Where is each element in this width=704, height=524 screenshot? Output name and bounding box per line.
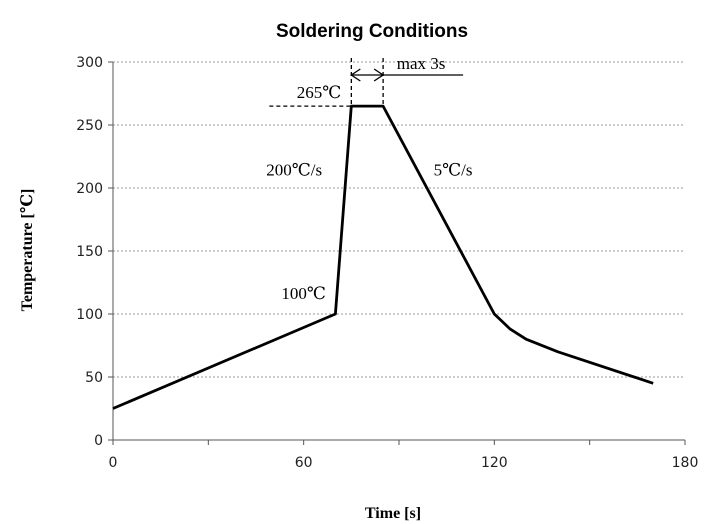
- annotation-preheat-temp: 100℃: [281, 284, 326, 303]
- annotations: 265℃ max 3s 200℃/s 5℃/s 100℃: [266, 54, 472, 303]
- series-line-0: [112, 104, 654, 410]
- series: [112, 104, 654, 410]
- tick-labels: 0 50 100 150 200 250 300 0 60 120 180: [76, 55, 698, 471]
- y-tick-label-250: 250: [76, 118, 103, 134]
- y-tick-label-50: 50: [85, 370, 103, 386]
- y-tick-label-300: 300: [76, 55, 103, 71]
- annotation-cool-down-rate: 5℃/s: [434, 160, 473, 179]
- annotation-max-time: max 3s: [397, 54, 446, 73]
- y-axis-label: Temperature [℃]: [19, 189, 36, 312]
- x-tick-label-180: 180: [672, 455, 699, 471]
- y-tick-label-200: 200: [76, 181, 103, 197]
- x-tick-label-60: 60: [295, 455, 313, 471]
- grid-lines: [113, 61, 685, 378]
- x-tick-label-120: 120: [481, 455, 508, 471]
- y-tick-label-0: 0: [94, 433, 103, 449]
- annotation-ramp-up-rate: 200℃/s: [266, 160, 322, 179]
- annotation-peak-temp: 265℃: [297, 83, 342, 102]
- x-axis-label: Time [s]: [365, 505, 421, 522]
- y-tick-label-100: 100: [76, 307, 103, 323]
- y-tick-label-150: 150: [76, 244, 103, 260]
- window-arrow-head-left: [350, 68, 361, 82]
- x-tick-label-0: 0: [109, 455, 118, 471]
- chart-title: Soldering Conditions: [276, 21, 468, 42]
- axes: [108, 61, 686, 445]
